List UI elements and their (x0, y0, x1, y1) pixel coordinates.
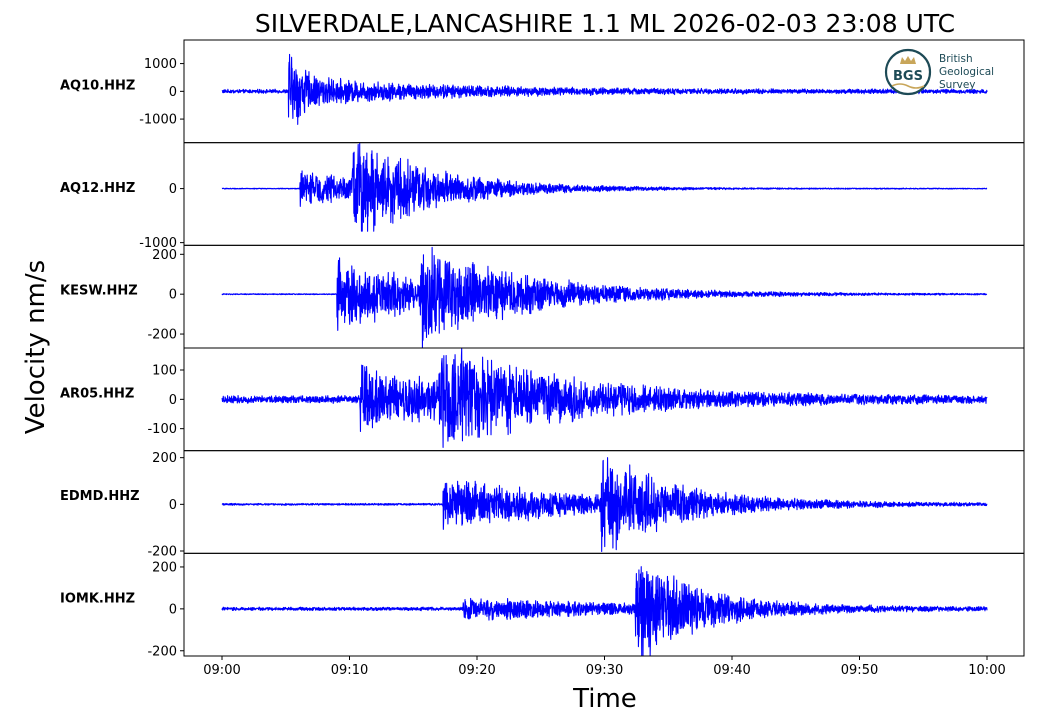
bgs-logo-abbr: BGS (893, 69, 923, 84)
y-tick-label: -200 (147, 545, 177, 560)
station-label: AR05.HHZ (60, 386, 134, 401)
bgs-logo-ring (884, 48, 932, 96)
x-tick-label: 09:40 (713, 663, 750, 678)
bgs-logo-wave (891, 83, 925, 89)
panel-aq12-hhz: 0 -1000 AQ12.HHZ (60, 142, 1025, 251)
y-tick-label: 200 (152, 560, 177, 575)
station-label: AQ12.HHZ (60, 181, 135, 196)
y-tick-label: 0 (169, 602, 177, 617)
y-tick-label: 0 (169, 85, 177, 100)
waveform-iomk-hhz (221, 566, 988, 657)
y-tick-label: -1000 (139, 113, 177, 128)
y-tick-label: 200 (152, 451, 177, 466)
y-tick-label: 0 (169, 182, 177, 197)
y-tick-label: 1000 (144, 57, 177, 72)
station-label: AQ10.HHZ (60, 78, 135, 93)
x-tick-label: 09:50 (841, 663, 878, 678)
bgs-logo: BGS British Geological Survey (884, 48, 994, 96)
x-axis: 09:00 09:10 09:20 09:30 09:40 09:50 10:00 (203, 656, 1006, 678)
x-axis-label: Time (572, 684, 637, 714)
y-tick-label: -1000 (139, 236, 177, 251)
y-tick-label: 0 (169, 498, 177, 513)
station-label: IOMK.HHZ (60, 592, 135, 607)
x-tick-label: 10:00 (968, 663, 1005, 678)
y-axis-label: Velocity nm/s (21, 260, 51, 434)
station-label: KESW.HHZ (60, 284, 138, 299)
x-tick-label: 09:30 (586, 663, 623, 678)
waveform-aq10-hhz (221, 53, 988, 125)
y-tick-label: 100 (152, 364, 177, 379)
y-tick-label: 200 (152, 248, 177, 263)
panel-edmd-hhz: 200 0 -200 EDMD.HHZ (60, 450, 1025, 560)
station-panels: 10000-1000AQ10.HHZ0-1000AQ12.HHZ2000-200… (60, 39, 1025, 659)
bgs-logo-line-1: British (939, 53, 973, 65)
panel-ar05-hhz: 100 0 -100 AR05.HHZ (60, 347, 1025, 452)
panel-iomk-hhz: 200 0 -200 IOMK.HHZ (60, 552, 1025, 659)
panel-aq10-hhz: 1000 0 -1000 AQ10.HHZ (60, 39, 1025, 144)
y-tick-label: -200 (147, 328, 177, 343)
y-tick-label: -200 (147, 644, 177, 659)
bgs-logo-line-2: Geological (939, 66, 994, 78)
crown-icon (900, 56, 916, 64)
y-tick-label: 0 (169, 393, 177, 408)
x-tick-label: 09:20 (458, 663, 495, 678)
station-label: EDMD.HHZ (60, 489, 140, 504)
x-tick-label: 09:00 (203, 663, 240, 678)
y-tick-label: -100 (147, 422, 177, 437)
waveform-kesw-hhz (221, 246, 988, 349)
y-tick-label: 0 (169, 288, 177, 303)
panel-kesw-hhz: 200 0 -200 KESW.HHZ (60, 244, 1025, 349)
waveform-edmd-hhz (221, 457, 988, 553)
waveform-aq12-hhz (221, 142, 988, 232)
x-tick-label: 09:10 (331, 663, 368, 678)
chart-title: SILVERDALE,LANCASHIRE 1.1 ML 2026-02-03 … (255, 9, 955, 38)
bgs-logo-line-3: Survey (939, 79, 976, 91)
waveform-ar05-hhz (221, 347, 988, 448)
